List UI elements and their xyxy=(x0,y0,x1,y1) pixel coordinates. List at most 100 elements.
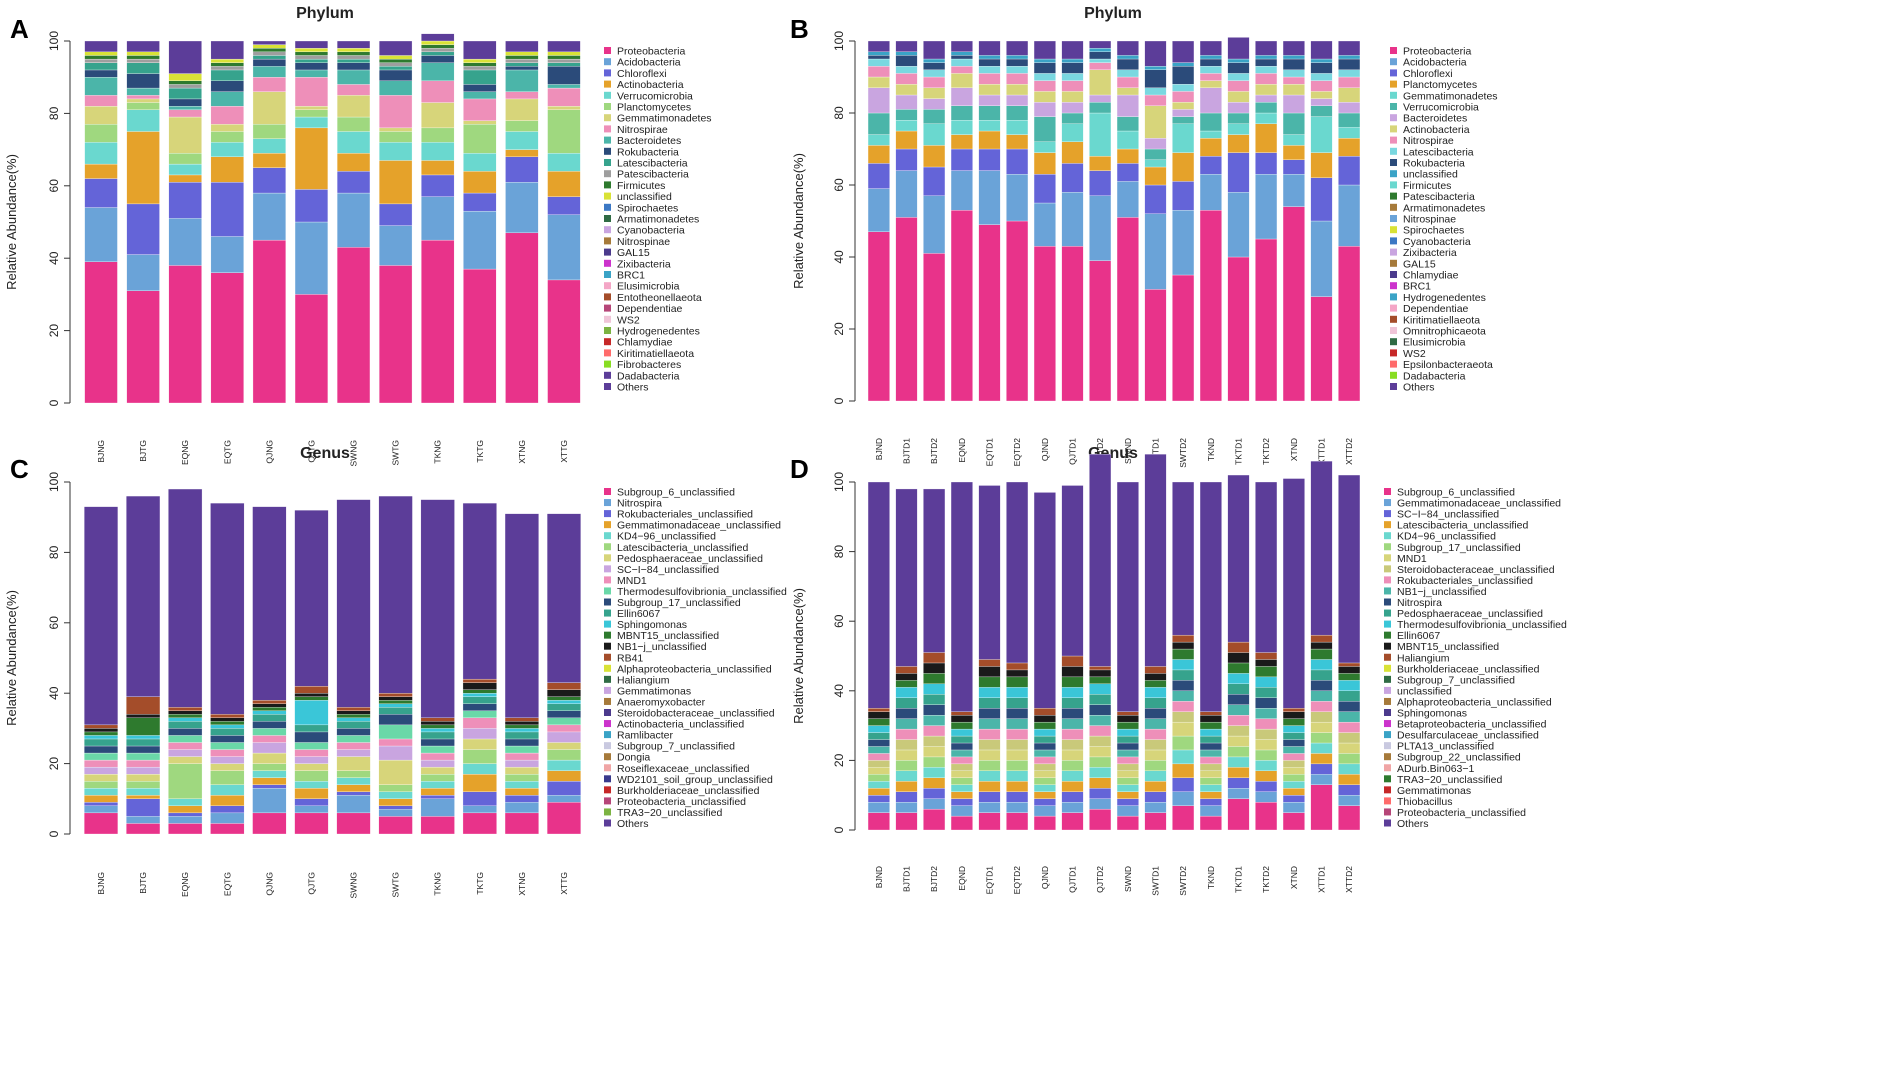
bar-segment-EQTD2-Planctomycetes xyxy=(1006,134,1029,150)
bar-segment-TKNG-Nitrospira xyxy=(420,798,455,817)
legend-label: Omnitrophicaeota xyxy=(1403,326,1486,338)
bar-segment-QJND-Nitrospira xyxy=(1033,742,1056,751)
legend-swatch xyxy=(1384,521,1391,529)
legend-label: PLTA13_unclassified xyxy=(1397,741,1494,753)
bar-segment-XTNG-Nitrospira xyxy=(504,802,539,814)
bar-segment-QJND-Latescibacteria-unclassified xyxy=(1033,791,1056,799)
legend-swatch xyxy=(1390,271,1397,278)
bar-segment-EQND-Nitrospirae xyxy=(950,66,973,74)
panel-letter-C: C xyxy=(10,454,29,484)
bar-segment-TKND-Nitrospirae xyxy=(1199,73,1222,81)
legend-label: Haliangium xyxy=(1397,652,1450,664)
bar-segment-EQND-unclassified xyxy=(950,51,973,56)
bar-segment-TKND-Actinobacteria xyxy=(1199,80,1222,88)
x-tick-label: QJND xyxy=(1040,866,1050,889)
bar-segment-SWNG-RB41 xyxy=(336,707,371,711)
bar-segment-EQTG-Acidobacteria xyxy=(210,236,244,273)
bar-segment-TKND-Nitrospira xyxy=(1199,742,1222,751)
bar-segment-QJND-Steroidobacteraceae-unclassified xyxy=(1033,763,1056,771)
bar-segment-QJNG-Actinobacteria xyxy=(252,153,286,168)
bar-segment-TKTD1-Latescibacteria xyxy=(1227,73,1250,81)
bar-segment-SWTG-KD4-96-unclassified xyxy=(378,791,413,799)
bar-segment-XTND-Ellin6067 xyxy=(1282,718,1305,726)
bar-segment-EQND-Steroidobacteraceae-unclassified xyxy=(950,763,973,771)
legend-label: Gemmatimonas xyxy=(1397,785,1471,797)
bar-segment-SWTG-Others xyxy=(379,40,413,56)
legend-swatch xyxy=(1384,664,1391,672)
bar-segment-EQND-Verrucomicrobia xyxy=(950,105,973,121)
bar-segment-SWTG-Bacteroidetes xyxy=(379,80,413,96)
bar-segment-XTTD2-Gemmatimonadaceae-unclassified xyxy=(1338,795,1361,806)
legend-label: Alphaproteobacteria_unclassified xyxy=(1397,696,1552,708)
legend-swatch xyxy=(1384,598,1391,606)
x-tick-label: SWTD1 xyxy=(1151,866,1161,896)
bar-segment-TKTD2-KD4-96-unclassified xyxy=(1255,760,1278,771)
bar-segment-EQTG-Patescibacteria xyxy=(210,66,244,71)
bar-segment-QJTD2-Actinobacteria xyxy=(1089,69,1112,96)
bar-segment-TKTD1-Rokubacteria xyxy=(1227,62,1250,74)
bar-segment-EQTD1-MND1 xyxy=(978,749,1001,761)
bar-segment-BJND-Gemmatimonadetes xyxy=(867,134,890,146)
bar-segment-BJTG-Subgroup-17-unclassified xyxy=(126,745,161,754)
y-tick-label: 20 xyxy=(47,324,61,338)
legend-label: Armatimonadetes xyxy=(617,214,699,226)
legend-label: Others xyxy=(617,818,649,830)
bar-segment-BJND-Acidobacteria xyxy=(867,188,890,232)
bar-segment-EQTD2-Nitrospira xyxy=(1006,708,1029,719)
bar-segment-EQTD2-Others xyxy=(1006,40,1029,56)
bar-segment-TKND-Latescibacteria xyxy=(1199,66,1222,74)
bar-segment-XTNG-Subgroup-17-unclassified xyxy=(504,738,539,747)
bar-segment-XTTD2-Pedosphaeraceae-unclassified xyxy=(1338,690,1361,702)
bar-segment-EQTG-Thermodesulfovibrionia-unclassified xyxy=(210,742,245,750)
bar-segment-TKTD1-Planctomycetes xyxy=(1227,134,1250,153)
bar-segment-XTTD2-Verrucomicrobia xyxy=(1338,112,1361,128)
bar-segment-TKNG-Proteobacteria xyxy=(421,239,455,404)
bar-segment-EQTD1-Haliangium xyxy=(978,659,1001,667)
x-tick-label: TKTG xyxy=(475,872,485,895)
y-tick-label: 100 xyxy=(47,472,61,492)
bar-segment-BJND-MBNT15-unclassified xyxy=(867,711,890,719)
legend-label: Nitrospira xyxy=(617,498,662,510)
bar-segment-EQND-Gemmatimonadetes xyxy=(950,120,973,135)
bar-segment-BJTG-Latescibacteria-unclassified xyxy=(126,781,161,789)
legend-label: Zixibacteria xyxy=(617,258,671,270)
x-tick-label: EQTG xyxy=(222,440,232,464)
bar-segment-SWNG-Others xyxy=(336,499,371,708)
x-tick-label: BJTD1 xyxy=(902,866,912,892)
legend-label: Verrucomicrobia xyxy=(1403,102,1479,114)
bar-segment-XTND-Verrucomicrobia xyxy=(1282,112,1305,135)
bar-segment-EQNG-Bacteroidetes xyxy=(168,106,202,110)
bar-segment-QJTD2-Subgroup-6-unclassified xyxy=(1089,808,1112,831)
bar-segment-QJTD2-Haliangium xyxy=(1089,666,1112,671)
bar-segment-SWNG-SC-I-84-unclassified xyxy=(336,749,371,757)
legend-swatch xyxy=(604,69,611,77)
bar-segment-SWNG-Others xyxy=(336,40,371,49)
legend-label: RB41 xyxy=(617,652,643,664)
legend-swatch xyxy=(1384,620,1391,628)
bar-segment-XTTG-Gemmatimonadaceae-unclassified xyxy=(546,770,581,782)
bar-segment-XTNG-Ellin6067 xyxy=(504,731,539,740)
bar-segment-BJTD2-Chloroflexi xyxy=(923,166,946,196)
bar-segment-XTND-Nitrospirae xyxy=(1282,76,1305,85)
x-tick-label: QJTD2 xyxy=(1095,438,1105,465)
bar-segment-SWNG-KD4-96-unclassified xyxy=(336,777,371,785)
bar-segment-EQTG-Firmicutes xyxy=(210,62,244,67)
bar-segment-BJND-Steroidobacteraceae-unclassified xyxy=(867,760,890,768)
bar-segment-BJTG-Rokubacteriales-unclassified xyxy=(126,798,161,817)
bar-segment-XTND-Bacteroidetes xyxy=(1282,94,1305,114)
bar-segment-XTTG-MND1 xyxy=(546,724,581,733)
legend-label: Sphingomonas xyxy=(1397,708,1467,720)
bar-segment-EQTG-MND1 xyxy=(210,749,245,757)
bar-segment-QJTD1-MND1 xyxy=(1061,749,1084,761)
legend-label: Subgroup_22_unclassified xyxy=(1397,752,1521,764)
bar-segment-BJND-Chloroflexi xyxy=(867,163,890,189)
legend-label: MND1 xyxy=(1397,553,1427,565)
bar-segment-QJTD2-Proteobacteria xyxy=(1089,260,1112,402)
bar-segment-SWTD1-Chloroflexi xyxy=(1144,184,1167,214)
bar-segment-EQTD1-Planctomycetes xyxy=(978,130,1001,150)
legend-swatch xyxy=(1384,499,1391,507)
bar-segment-EQTG-SC-I-84-unclassified xyxy=(210,756,245,764)
bar-segment-TKTG-Sphingomonas xyxy=(462,693,497,697)
legend-label: Proteobacteria_unclassified xyxy=(1397,807,1526,819)
legend-label: Patescibacteria xyxy=(1403,191,1475,203)
